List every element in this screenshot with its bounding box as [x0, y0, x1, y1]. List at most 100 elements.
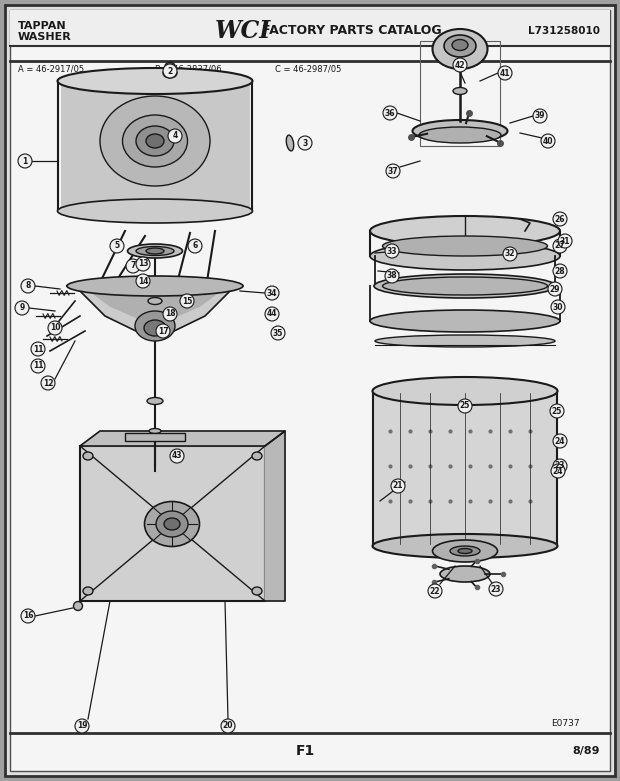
Ellipse shape: [83, 587, 93, 595]
Circle shape: [170, 449, 184, 463]
Ellipse shape: [412, 120, 508, 142]
Circle shape: [41, 376, 55, 390]
Text: 2: 2: [167, 66, 172, 76]
Bar: [373, 391, 558, 546]
Circle shape: [110, 239, 124, 253]
Text: 8/89: 8/89: [572, 746, 600, 756]
Ellipse shape: [149, 429, 161, 433]
Bar: [420, 41, 500, 146]
Text: 10: 10: [50, 323, 60, 333]
Text: 31: 31: [560, 237, 570, 245]
Text: 4: 4: [172, 131, 177, 141]
Text: 16: 16: [23, 612, 33, 620]
Ellipse shape: [83, 452, 93, 460]
Circle shape: [180, 294, 194, 308]
Ellipse shape: [453, 87, 467, 95]
Circle shape: [503, 247, 517, 261]
Text: 25: 25: [460, 401, 470, 411]
Text: L731258010: L731258010: [528, 26, 600, 36]
Text: B = 46-2837/06: B = 46-2837/06: [155, 65, 221, 73]
Ellipse shape: [458, 548, 472, 554]
Text: 8: 8: [25, 281, 30, 291]
Circle shape: [21, 609, 35, 623]
Circle shape: [265, 307, 279, 321]
Ellipse shape: [375, 335, 555, 347]
Circle shape: [126, 259, 140, 273]
Text: TAPPAN: TAPPAN: [18, 21, 66, 31]
Ellipse shape: [67, 276, 243, 296]
Text: 7: 7: [130, 262, 136, 270]
Text: 35: 35: [273, 329, 283, 337]
Circle shape: [391, 479, 405, 493]
Circle shape: [458, 399, 472, 413]
Circle shape: [553, 239, 567, 253]
Circle shape: [15, 301, 29, 315]
Ellipse shape: [58, 199, 252, 223]
Text: 25: 25: [552, 406, 562, 415]
Circle shape: [385, 269, 399, 283]
Text: 29: 29: [550, 284, 560, 294]
Circle shape: [383, 106, 397, 120]
Text: F1: F1: [295, 744, 314, 758]
Text: FACTORY PARTS CATALOG: FACTORY PARTS CATALOG: [262, 24, 441, 37]
Ellipse shape: [136, 247, 174, 255]
Text: 44: 44: [267, 309, 277, 319]
Ellipse shape: [128, 244, 182, 258]
Text: 12: 12: [43, 379, 53, 387]
Text: 28: 28: [555, 266, 565, 276]
Text: 6: 6: [192, 241, 198, 251]
Circle shape: [553, 459, 567, 473]
Text: 30: 30: [553, 302, 563, 312]
Text: 24: 24: [553, 466, 563, 476]
Text: 32: 32: [505, 249, 515, 259]
Circle shape: [533, 109, 547, 123]
Text: 18: 18: [165, 309, 175, 319]
Text: 13: 13: [138, 259, 148, 269]
Text: 17: 17: [157, 326, 168, 336]
Circle shape: [550, 404, 564, 418]
Circle shape: [21, 279, 35, 293]
Ellipse shape: [286, 135, 294, 151]
Text: 42: 42: [454, 60, 465, 70]
Text: 33: 33: [387, 247, 397, 255]
Text: 23: 23: [491, 584, 501, 594]
Circle shape: [553, 264, 567, 278]
Text: 15: 15: [182, 297, 192, 305]
Circle shape: [265, 286, 279, 300]
Circle shape: [489, 582, 503, 596]
Ellipse shape: [373, 377, 557, 405]
Ellipse shape: [146, 248, 164, 254]
Ellipse shape: [419, 127, 501, 143]
Bar: [125, 433, 185, 441]
Ellipse shape: [164, 518, 180, 530]
Circle shape: [541, 134, 555, 148]
Text: 38: 38: [387, 272, 397, 280]
Ellipse shape: [100, 96, 210, 186]
Ellipse shape: [440, 566, 490, 582]
Ellipse shape: [373, 534, 557, 558]
Text: 11: 11: [33, 362, 43, 370]
Circle shape: [136, 274, 150, 288]
Circle shape: [428, 584, 442, 598]
Circle shape: [551, 300, 565, 314]
Text: 41: 41: [500, 69, 510, 77]
Bar: [61, 81, 250, 211]
Ellipse shape: [165, 62, 175, 70]
Text: 21: 21: [392, 482, 403, 490]
Text: 39: 39: [534, 112, 545, 120]
Text: 43: 43: [172, 451, 182, 461]
Ellipse shape: [450, 546, 480, 556]
Circle shape: [385, 244, 399, 258]
Text: WASHER: WASHER: [18, 32, 72, 42]
Text: 22: 22: [430, 587, 440, 595]
Text: 23: 23: [555, 462, 565, 470]
Text: 36: 36: [385, 109, 396, 117]
Ellipse shape: [370, 242, 560, 270]
Circle shape: [156, 324, 170, 338]
Text: 9: 9: [19, 304, 25, 312]
Ellipse shape: [146, 134, 164, 148]
Ellipse shape: [148, 298, 162, 305]
Circle shape: [48, 321, 62, 335]
Circle shape: [163, 307, 177, 321]
Circle shape: [551, 464, 565, 478]
